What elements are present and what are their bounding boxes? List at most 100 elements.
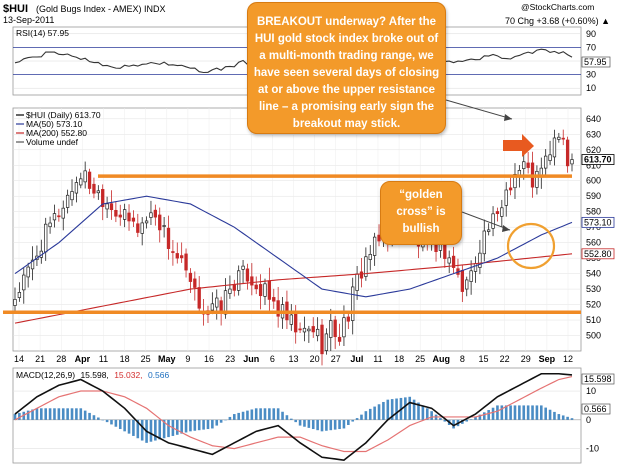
price-candle-body [552,137,557,158]
macd-hist-bar [329,419,333,431]
macd-hist-bar [522,405,526,420]
macd-hist-bar [202,419,205,430]
price-candle-body [92,183,96,194]
macd-hist-bar [509,405,512,420]
price-candle-body [337,336,342,342]
macd-hist-bar [154,419,157,441]
price-candle-body [149,212,153,218]
price-candle-body [219,300,223,313]
breakout-line-6: line – a promising early sign the [258,101,435,113]
macd-hist-bar [504,405,508,420]
macd-hist-bar [53,408,56,420]
breakout-line-1: BREAKOUT underway? After the [256,16,437,28]
macd-legend-signal: 15.032, [114,370,142,380]
price-tick-label: 520 [586,300,601,310]
price-tick-label: 620 [586,145,601,155]
date-tick-label: Apr [75,354,91,364]
macd-hist-bar [368,408,372,420]
price-candle-body [451,255,456,268]
price-candle-body [188,272,193,282]
price-candle-body [158,214,162,231]
ma50-line [14,195,573,298]
macd-hist-bar [518,405,521,420]
price-candle-body [184,253,188,271]
macd-hist-bar [320,419,324,432]
ma50-last-label: 573.10 [584,217,612,227]
date-tick-label: 8 [460,354,465,364]
macd-hist-bar [408,396,412,420]
price-candle-body [535,170,539,188]
price-legend-item: MA(50) 573.10 [26,119,82,129]
macd-hist-bar [75,408,78,420]
macd-hist-bar [219,419,223,423]
macd-hist-bar [118,419,122,430]
macd-hist-bar [276,408,280,420]
date-tick-label: 11 [373,354,382,364]
macd-hist-bar [491,407,495,420]
rsi-tick-label: 90 [586,29,596,39]
price-candle-body [289,314,293,325]
price-candle-body [13,298,17,306]
macd-hist-bar [83,410,87,420]
macd-hist-bar [570,418,574,420]
macd-hist-bar [162,419,166,439]
price-candle-body [44,223,48,253]
macd-hist-bar [132,419,135,436]
macd-hist-bar [149,419,153,442]
macd-hist-bar [386,399,390,420]
macd-hist-bar [211,419,214,429]
macd-hist-bar [347,419,350,425]
macd-hist-bar [526,405,530,420]
date-tick-label: 22 [500,354,510,364]
price-candle-body [228,288,232,294]
price-candle-body [447,257,451,264]
price-candle-body [61,207,65,219]
macd-hist-bar [189,419,192,432]
macd-hist-bar [294,419,297,423]
date-tick-label: Aug [433,354,451,364]
header-date: 13-Sep-2011 [3,15,54,25]
macd-hist-bar [421,405,425,420]
macd-hist-bar [298,419,302,426]
price-candle-body [70,191,74,201]
macd-hist-bar [110,419,113,425]
macd-hist-bar [193,419,197,431]
date-tick-label: 11 [99,354,108,364]
macd-hist-bar [311,419,315,430]
macd-hist-bar [92,415,96,420]
date-tick-label: 15 [479,354,489,364]
price-candle-body [526,162,530,168]
macd-hist-bar [539,405,543,420]
price-candle-body [101,189,105,208]
breakout-arrow [503,134,534,157]
breakout-line-4: have seen several days of closing [253,67,440,79]
price-candle-body [487,229,491,232]
price-candle-body [565,139,570,167]
price-candle-body [131,217,136,222]
macd-hist-bar [307,419,311,428]
macd-hist-bar [263,408,267,420]
breakout-callout: BREAKOUT underway? After the HUI gold st… [247,2,446,134]
macd-hist-bar [232,414,236,420]
macd-hist-bar [382,401,385,420]
price-candle-body [17,292,22,298]
macd-hist-bar [500,405,504,420]
price-candle-body [22,274,26,291]
macd-hist-bar [566,416,569,420]
price-candle-body [495,211,500,215]
price-candle-body [469,270,473,282]
golden-cross-callout: “golden cross” is bullish [380,181,462,245]
price-tick-label: 500 [586,331,601,341]
macd-hist-bar [26,410,30,420]
price-candle-body [333,319,337,338]
price-tick-label: 580 [586,207,601,217]
macd-hist-bar [127,419,131,434]
price-candle-body [197,287,201,309]
macd-hist-bar [101,419,105,421]
price-candle-body [478,252,482,268]
price-candle-body [175,253,179,259]
price-candle-body [87,171,92,189]
macd-hist-bar [303,419,306,427]
price-panel: 6406306206106005905805705605505405305205… [3,107,615,463]
macd-line [14,372,573,461]
